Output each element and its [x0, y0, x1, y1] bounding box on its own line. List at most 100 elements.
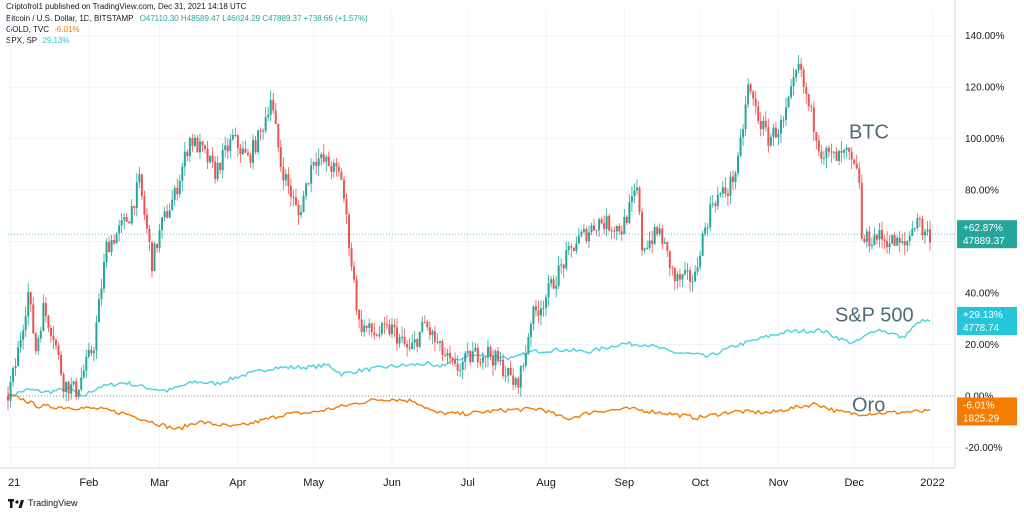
btc-candle-body: [572, 247, 575, 251]
btc-candle-body: [221, 149, 224, 171]
btc-candle-body: [903, 241, 906, 246]
btc-candle-body: [749, 84, 752, 92]
btc-candles: [7, 54, 931, 411]
btc-candle-body: [438, 341, 441, 343]
btc-candle-body: [411, 342, 414, 349]
btc-candle-body: [380, 323, 383, 334]
btc-candle-body: [855, 163, 858, 169]
btc-candle-body: [815, 132, 818, 141]
btc-candle-body: [757, 106, 760, 121]
btc-candle-body: [908, 235, 911, 241]
btc-candle-body: [77, 389, 80, 397]
btc-candle-body: [666, 242, 669, 251]
btc-candle-body: [145, 214, 148, 229]
btc-candle-body: [105, 241, 108, 263]
btc-candle-body: [850, 151, 853, 160]
btc-candle-body: [560, 264, 563, 266]
btc-candle-body: [868, 231, 871, 247]
btc-candle-body: [651, 240, 654, 244]
btc-candle-body: [393, 324, 396, 328]
btc-candle-body: [726, 193, 729, 196]
btc-candle-body: [461, 361, 464, 370]
btc-candle-body: [52, 335, 55, 340]
btc-candle-body: [858, 168, 861, 183]
btc-candle-body: [545, 297, 548, 308]
btc-candle-body: [171, 199, 174, 211]
btc-candle-body: [825, 147, 828, 159]
btc-candle-body: [118, 225, 121, 234]
btc-candle-body: [843, 149, 846, 153]
btc-candle-body: [603, 223, 606, 229]
btc-candle-body: [37, 338, 40, 352]
btc-candle-body: [615, 225, 618, 232]
gold-symbol: GOLD, TVC: [6, 25, 49, 34]
btc-candle-body: [153, 243, 156, 271]
btc-candle-body: [289, 185, 292, 198]
btc-candle-body: [85, 356, 88, 371]
btc-candle-body: [444, 355, 447, 357]
btc-candle-body: [883, 239, 886, 241]
btc-candle-body: [396, 327, 399, 344]
btc-ohlc: O47110.30 H48589.47 L46824.29 C47889.37 …: [139, 14, 368, 23]
btc-candle-body: [34, 333, 37, 352]
btc-candle-body: [102, 262, 105, 289]
btc-candle-body: [570, 246, 573, 248]
btc-candle-body: [57, 345, 60, 356]
btc-candle-body: [805, 87, 808, 95]
btc-candle-body: [82, 370, 85, 378]
btc-candle-body: [219, 162, 222, 171]
btc-candle-body: [390, 324, 393, 335]
btc-candle-body: [198, 141, 201, 153]
btc-candle-body: [423, 321, 426, 323]
btc-candle-body: [827, 147, 830, 152]
btc-candle-body: [262, 130, 265, 132]
btc-candle-body: [259, 130, 262, 132]
btc-candle-body: [896, 237, 899, 246]
btc-tag-change: +62.87%: [963, 223, 1003, 234]
btc-candle-body: [90, 349, 93, 354]
spx-tag-change: +29.13%: [963, 310, 1003, 321]
btc-candle-body: [875, 235, 878, 240]
btc-candle-body: [886, 240, 889, 248]
btc-candle-body: [135, 182, 138, 209]
spx-tag: [957, 307, 1017, 336]
btc-legend: Bitcoin / U.S. Dollar, 1D, BITSTAMP O471…: [6, 14, 368, 24]
btc-candle-body: [70, 384, 73, 394]
btc-candle-body: [335, 162, 338, 167]
x-tick-label: 21: [8, 477, 20, 489]
btc-candle-body: [835, 151, 838, 161]
btc-candle-body: [327, 156, 330, 166]
btc-candle-body: [87, 349, 90, 357]
btc-candle-body: [239, 147, 242, 155]
x-tick-label: 2022: [920, 477, 944, 489]
btc-candle-body: [820, 151, 823, 159]
btc-candle-body: [196, 137, 199, 153]
btc-candle-body: [769, 137, 772, 146]
btc-candle-body: [300, 212, 303, 216]
btc-candle-body: [754, 98, 757, 107]
btc-candle-body: [100, 288, 103, 300]
btc-candle-body: [532, 306, 535, 325]
btc-candle-body: [671, 267, 674, 269]
tradingview-logo-icon: [8, 498, 24, 508]
btc-candle-body: [168, 210, 171, 218]
x-tick-label: Jun: [383, 477, 401, 489]
btc-candle-body: [638, 187, 641, 213]
btc-candle-body: [787, 97, 790, 108]
btc-candle-body: [704, 227, 707, 234]
btc-candle-body: [158, 230, 161, 248]
btc-candle-body: [898, 237, 901, 243]
btc-candle-body: [241, 148, 244, 155]
btc-candle-body: [264, 117, 267, 131]
btc-candle-body: [822, 158, 825, 160]
gold-tag: [957, 397, 1017, 426]
btc-candle-body: [358, 310, 361, 320]
btc-candle-body: [236, 135, 239, 148]
btc-candle-body: [216, 162, 219, 180]
btc-candle-body: [97, 299, 100, 323]
btc-candle-body: [918, 218, 921, 220]
btc-candle-body: [901, 241, 904, 243]
btc-candle-body: [486, 346, 489, 358]
btc-candle-body: [527, 336, 530, 354]
